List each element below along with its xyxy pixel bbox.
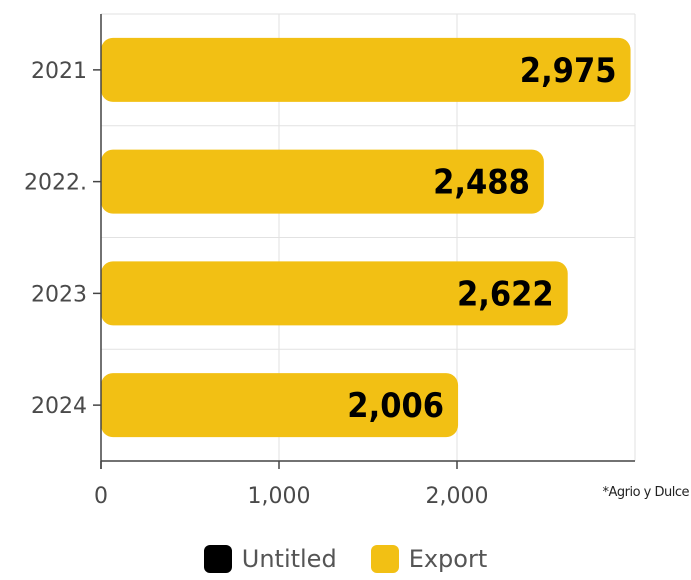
data-label: 2,006	[347, 386, 444, 426]
footnote: *Agrio y Dulce	[602, 485, 689, 500]
y-tick-label: 2021	[31, 59, 87, 84]
data-label: 2,975	[520, 51, 617, 91]
y-tick-label: 2022.	[24, 171, 87, 196]
legend-item-untitled[interactable]: Untitled	[203, 545, 337, 573]
legend-item-export[interactable]: Export	[370, 545, 488, 573]
legend-swatch-untitled	[203, 545, 232, 573]
x-tick-label: 0	[94, 484, 108, 509]
legend-label-export: Export	[408, 545, 488, 573]
legend-label-untitled: Untitled	[241, 545, 337, 573]
bar	[101, 37, 631, 102]
data-label: 2,488	[433, 163, 530, 203]
y-tick-label: 2024	[31, 394, 87, 419]
bar	[101, 261, 568, 326]
legend-swatch-export	[370, 545, 399, 573]
x-tick-label: 2,000	[426, 484, 489, 509]
data-label: 2,622	[457, 274, 554, 314]
x-tick-label: 1,000	[248, 484, 311, 509]
bar	[101, 149, 544, 214]
y-tick-label: 2023	[31, 282, 87, 307]
legend: Untitled Export	[0, 545, 691, 573]
bar	[101, 373, 459, 438]
